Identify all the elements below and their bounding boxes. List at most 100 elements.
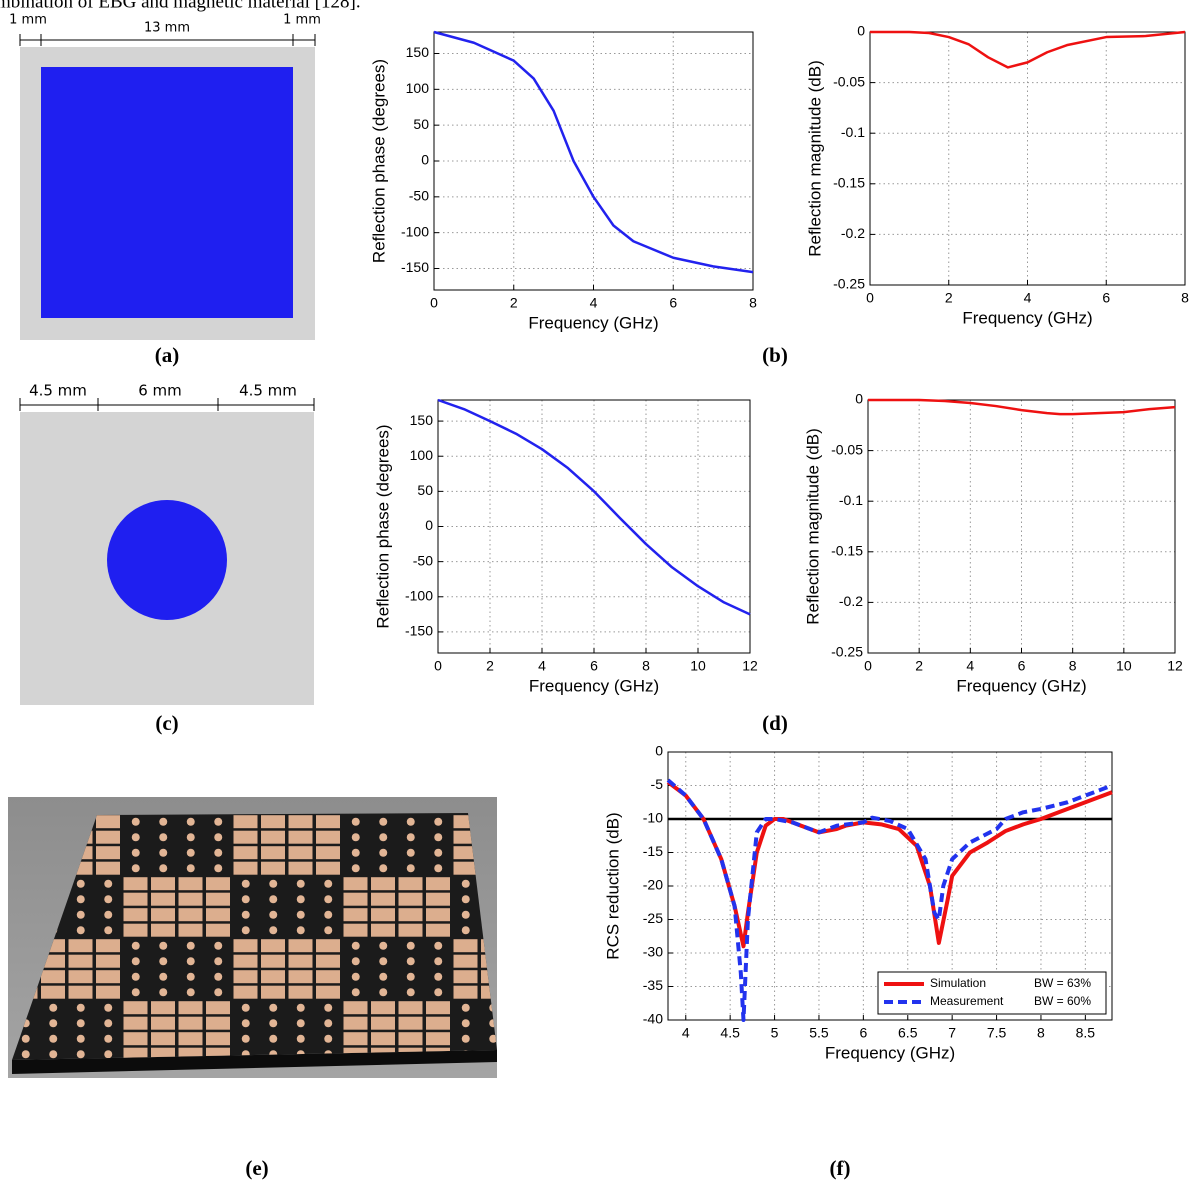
header-text: mbination of EBG and magnetic material […: [0, 0, 361, 12]
y-tick-label: -100: [405, 587, 433, 603]
x-tick-label: 2: [915, 658, 923, 674]
caption: (d): [762, 711, 788, 735]
x-tick-label: 7: [948, 1025, 956, 1041]
x-tick-label: 4: [590, 295, 598, 311]
x-tick-label: 6: [859, 1025, 867, 1041]
y-axis-label: Reflection magnitude (dB): [805, 60, 824, 257]
y-tick-label: -50: [413, 552, 433, 568]
y-tick-label: 100: [406, 80, 430, 96]
x-tick-label: 8: [1069, 658, 1077, 674]
y-tick-label: -0.05: [831, 441, 863, 457]
x-tick-label: 10: [1116, 658, 1132, 674]
y-tick-label: 0: [425, 517, 433, 533]
x-tick-label: 0: [434, 658, 442, 674]
unit-cell-c: 4.5 mm 6 mm 4.5 mm: [19, 382, 315, 705]
y-axis-label: Reflection phase (degrees): [373, 424, 392, 628]
dimension-label: 6 mm: [138, 382, 182, 400]
y-tick-label: 150: [410, 412, 434, 428]
x-tick-label: 12: [1167, 658, 1183, 674]
x-tick-label: 5: [771, 1025, 779, 1041]
y-tick-label: 50: [413, 116, 429, 132]
legend-note: BW = 63%: [1034, 976, 1091, 990]
y-tick-label: -20: [643, 877, 663, 893]
series-line: [666, 778, 1113, 1022]
plot-frame: [433, 31, 754, 291]
x-tick-label: 8: [1181, 290, 1189, 306]
x-axis-label: Frequency (GHz): [529, 676, 659, 695]
y-tick-label: -35: [643, 977, 663, 993]
y-tick-label: -0.2: [839, 593, 863, 609]
x-tick-label: 4: [966, 658, 974, 674]
y-tick-label: -0.15: [833, 175, 865, 191]
surface-photo: [8, 797, 497, 1078]
x-tick-label: 6: [1102, 290, 1110, 306]
y-axis-label: RCS reduction (dB): [603, 812, 622, 959]
y-tick-label: 100: [410, 447, 434, 463]
x-axis-label: Frequency (GHz): [962, 308, 1092, 327]
y-tick-label: -100: [401, 223, 429, 239]
caption: (a): [155, 343, 180, 367]
x-tick-label: 4: [538, 658, 546, 674]
legend-note: BW = 60%: [1034, 994, 1091, 1008]
x-tick-label: 0: [430, 295, 438, 311]
y-tick-label: 0: [655, 743, 663, 759]
dimension-label: 1 mm: [283, 13, 321, 28]
series-line: [868, 398, 1176, 416]
y-tick-label: -10: [643, 810, 663, 826]
legend-label: Simulation: [930, 976, 986, 990]
series-line: [437, 398, 751, 616]
caption: (b): [762, 343, 788, 367]
y-tick-label: -40: [643, 1011, 663, 1027]
y-tick-label: -30: [643, 944, 663, 960]
y-tick-label: -0.05: [833, 73, 865, 89]
y-tick-label: -0.25: [833, 276, 865, 292]
x-tick-label: 6.5: [898, 1025, 918, 1041]
x-axis-label: Frequency (GHz): [956, 676, 1086, 695]
unit-cell-a: 1 mm 13 mm 1 mm: [9, 13, 321, 340]
legend-box: [877, 971, 1107, 1015]
x-tick-label: 2: [945, 290, 953, 306]
y-tick-label: -15: [643, 843, 663, 859]
plot-frame: [667, 751, 1113, 1021]
legend-label: Measurement: [930, 994, 1004, 1008]
x-tick-label: 8.5: [1076, 1025, 1096, 1041]
dimension-label: 4.5 mm: [29, 382, 87, 400]
x-tick-label: 0: [866, 290, 874, 306]
plot-frame: [869, 31, 1186, 286]
dimension-label: 13 mm: [144, 21, 190, 36]
x-tick-label: 10: [690, 658, 706, 674]
y-tick-label: -0.25: [831, 644, 863, 660]
plot-frame: [437, 399, 751, 654]
caption: (e): [245, 1156, 268, 1180]
y-tick-label: -25: [643, 910, 663, 926]
y-tick-label: -0.15: [831, 543, 863, 559]
y-tick-label: 0: [857, 23, 865, 39]
caption: (c): [155, 711, 178, 735]
y-tick-label: 50: [417, 482, 433, 498]
x-tick-label: 8: [749, 295, 757, 311]
y-tick-label: -50: [409, 188, 429, 204]
y-tick-label: 0: [855, 391, 863, 407]
x-tick-label: 7.5: [987, 1025, 1007, 1041]
x-tick-label: 6: [669, 295, 677, 311]
y-axis-label: Reflection phase (degrees): [369, 59, 388, 263]
x-tick-label: 2: [486, 658, 494, 674]
x-axis-label: Frequency (GHz): [825, 1043, 955, 1062]
x-tick-label: 2: [510, 295, 518, 311]
x-tick-label: 4: [1024, 290, 1032, 306]
x-tick-label: 6: [1018, 658, 1026, 674]
x-tick-label: 5.5: [809, 1025, 829, 1041]
caption: (f): [830, 1156, 851, 1180]
x-tick-label: 4: [682, 1025, 690, 1041]
series-line: [433, 30, 754, 274]
y-tick-label: -0.2: [841, 225, 865, 241]
x-tick-label: 8: [1037, 1025, 1045, 1041]
x-axis-label: Frequency (GHz): [528, 313, 658, 332]
y-tick-label: -150: [401, 259, 429, 275]
x-tick-label: 8: [642, 658, 650, 674]
x-tick-label: 4.5: [720, 1025, 740, 1041]
plot-frame: [867, 399, 1176, 654]
y-tick-label: -0.1: [841, 124, 865, 140]
